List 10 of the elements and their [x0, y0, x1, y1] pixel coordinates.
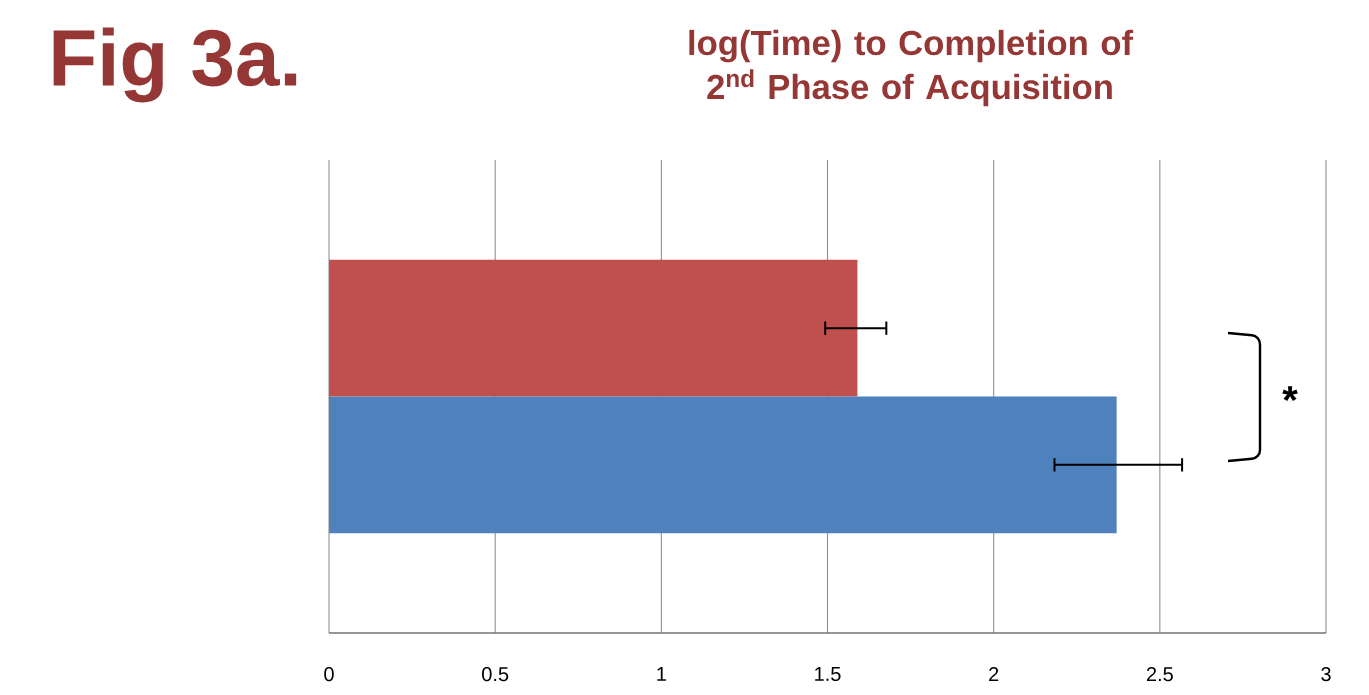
- x-tick-label: 1.5: [815, 667, 841, 681]
- caption: Fig 3a.: [53, 27, 297, 103]
- x-tick-label: 1: [657, 667, 666, 681]
- x-tick-label: 0: [324, 667, 334, 682]
- x-tick-label: 0.5: [482, 667, 509, 682]
- x-tick-label: 2: [989, 667, 999, 681]
- x-tick-label: 2.5: [1146, 667, 1173, 682]
- x-tick-label: 3: [1321, 667, 1331, 682]
- annotation: *: [1282, 386, 1298, 402]
- chart-title: log(Time) to Completion of 2$^{nd}$ Phase of Acquisition: [689, 29, 1134, 107]
